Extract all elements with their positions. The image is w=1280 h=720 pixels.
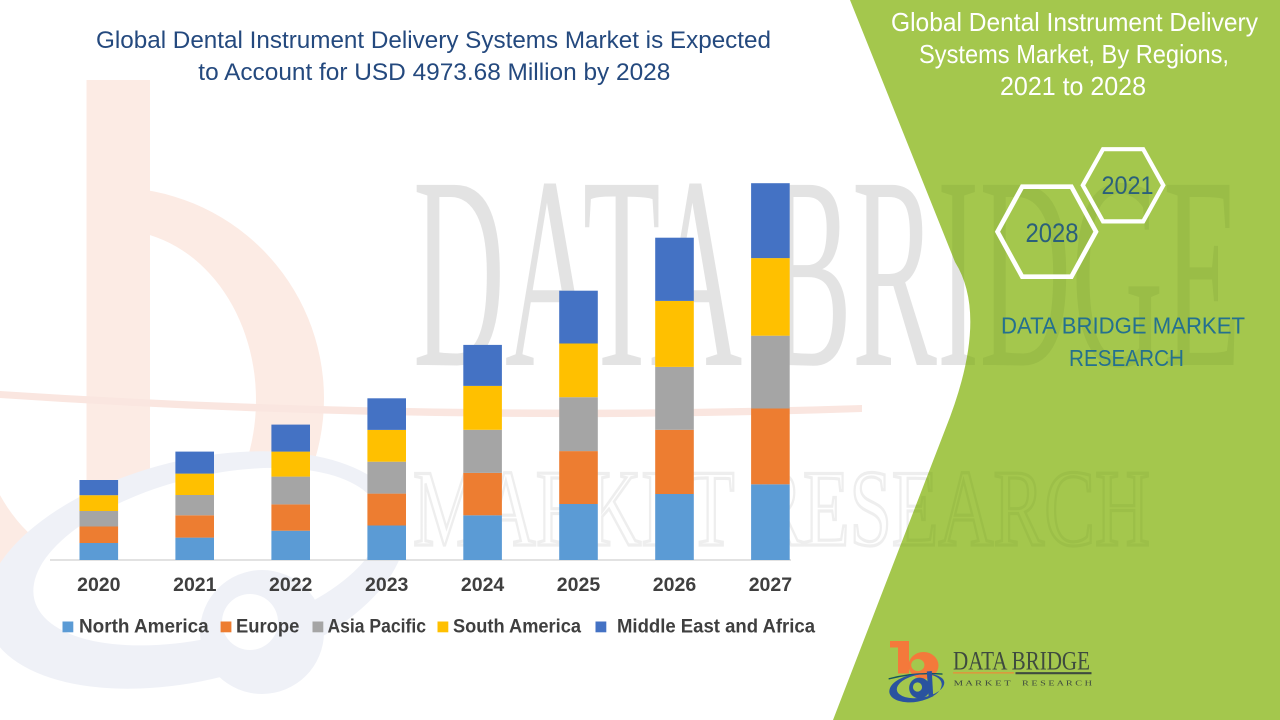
svg-text:2023: 2023 — [365, 574, 409, 596]
svg-text:Global Dental Instrument Deliv: Global Dental Instrument Delivery — [891, 7, 1258, 37]
svg-text:2021: 2021 — [1102, 172, 1154, 200]
svg-text:2022: 2022 — [269, 574, 313, 596]
svg-text:2027: 2027 — [749, 574, 792, 596]
svg-text:Asia Pacific: Asia Pacific — [328, 617, 427, 638]
svg-text:M A R K E T: M A R K E T — [954, 680, 1012, 688]
svg-text:2020: 2020 — [77, 574, 121, 596]
svg-text:R E S E A R C H: R E S E A R C H — [1022, 680, 1092, 688]
svg-text:2021: 2021 — [173, 574, 217, 596]
svg-text:2028: 2028 — [1026, 218, 1079, 248]
svg-text:DATA BRIDGE: DATA BRIDGE — [953, 647, 1090, 676]
svg-text:to Account for USD 4973.68 Mil: to Account for USD 4973.68 Million by 20… — [198, 59, 670, 86]
svg-text:2026: 2026 — [653, 574, 697, 596]
svg-text:DATA BRIDGE MARKET: DATA BRIDGE MARKET — [1001, 313, 1245, 339]
svg-text:2024: 2024 — [461, 574, 505, 596]
svg-text:Global Dental Instrument Deliv: Global Dental Instrument Delivery System… — [96, 27, 771, 54]
svg-text:Middle East and Africa: Middle East and Africa — [617, 617, 815, 638]
svg-text:South America: South America — [453, 617, 581, 638]
svg-text:North America: North America — [79, 617, 209, 638]
svg-text:Europe: Europe — [236, 617, 299, 638]
svg-text:RESEARCH: RESEARCH — [1069, 345, 1184, 371]
svg-text:Systems Market, By Regions,: Systems Market, By Regions, — [919, 39, 1229, 69]
svg-text:2021 to 2028: 2021 to 2028 — [1000, 71, 1146, 101]
svg-text:2025: 2025 — [557, 574, 601, 596]
